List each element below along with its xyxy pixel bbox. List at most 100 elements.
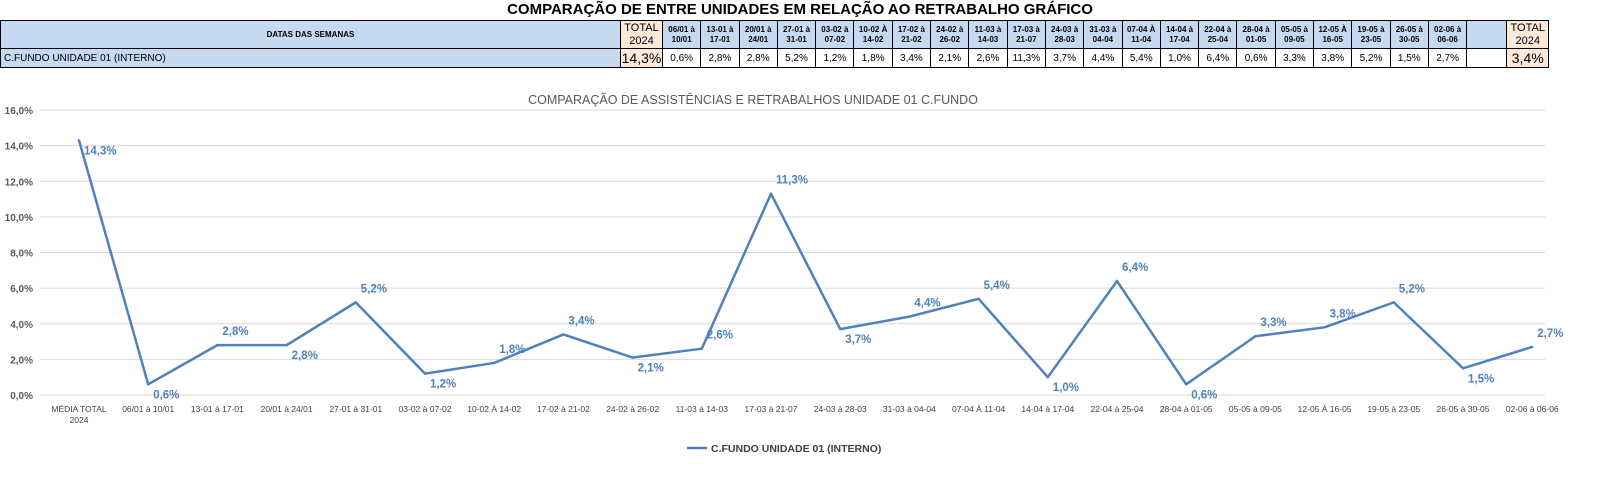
chart-gridlines [40,109,1545,396]
data-label: 5,2% [361,283,387,295]
data-point [700,347,703,350]
y-tick-label: 16,0% [5,106,33,117]
table-row: C.FUNDO UNIDADE 01 (INTERNO) 14,3% 0,6% 2,8… [0,48,1550,68]
y-tick-label: 4,0% [10,320,33,331]
x-tick-label: 10-02 À 14-02 [467,404,521,414]
x-tick-label: 03-02 à 07-02 [399,404,452,414]
week-value: 2,8% [738,48,778,68]
data-point [354,301,357,304]
chart-legend: C.FUNDO UNIDADE 01 (INTERNO) [687,443,881,455]
x-tick-label: MÉDIA TOTAL 2024 [51,404,107,425]
x-tick-label: 17-03 à 21-07 [745,404,798,414]
week-value: 5,2% [776,48,817,68]
week-header: 17-02 à 21-02 [891,20,932,49]
week-header: 17-03 à 21-07 [1006,20,1046,49]
week-value: 1,8% [853,48,893,68]
data-label: 2,6% [707,330,733,342]
week-value: 3,4% [891,48,932,68]
y-tick-label: 12,0% [5,177,33,188]
data-point [1115,279,1119,283]
data-point [631,356,634,359]
data-label: 2,8% [222,326,248,338]
data-point [977,297,980,301]
chart-series [77,139,1534,386]
data-point [147,383,150,386]
data-label: 5,4% [984,280,1010,292]
total-header: TOTAL 2024 [620,20,663,49]
x-tick-label: 27-01 à 31-01 [329,404,382,414]
week-header: 02-06 à 06-06 [1427,20,1468,49]
week-header: 07-04 À 11-04 [1121,20,1161,49]
x-tick-label: 11-03 à 14-03 [676,404,729,414]
x-tick-label: 13-01 à 17-01 [191,404,244,414]
week-header: 24-03 à 28-03 [1044,20,1085,49]
data-point [1392,301,1396,304]
row-label: C.FUNDO UNIDADE 01 (INTERNO) [0,48,621,68]
data-point [285,343,288,347]
y-tick-label: 10,0% [5,213,33,224]
data-point [1461,367,1465,370]
x-tick-label: 05-05 à 09-05 [1229,404,1282,414]
data-point [769,192,773,195]
data-label: 0,6% [1191,389,1217,401]
dates-header: DATAS DAS SEMANAS [0,20,621,49]
line-chart: COMPARAÇÃO DE ASSISTÊNCIAS E RETRABALHOS… [5,92,1564,455]
x-tick-label: 14-04 à 17-04 [1021,404,1074,414]
x-tick-label: 12-05 À 16-05 [1298,404,1352,414]
y-tick-label: 2,0% [10,355,33,366]
x-tick-label: 19-05 à 23-05 [1367,404,1420,414]
data-point [562,333,565,336]
x-tick-label: 17-02 à 21-02 [537,404,590,414]
week-value: 3,7% [1044,48,1085,68]
table-header-row: DATAS DAS SEMANAS TOTAL 2024 06/01 à 10/01… [0,20,1550,49]
data-label: 1,8% [499,344,525,356]
data-point [423,372,427,375]
week-header: 11-03 à 14-03 [968,20,1008,49]
week-header: 05-05 à 09-05 [1274,20,1315,49]
x-tick-label: 26-05 à 30-05 [1437,404,1490,414]
legend-label: C.FUNDO UNIDADE 01 (INTERNO) [711,443,881,455]
week-header: 19-05 à 23-05 [1351,20,1391,49]
week-value: 4,4% [1083,48,1123,68]
week-header: 26-05 à 30-05 [1389,20,1429,49]
page-title: COMPARAÇÃO DE ENTRE UNIDADES EM RELAÇÃO … [507,1,1093,18]
data-point [839,327,842,331]
x-tick-label: 24-03 à 28-03 [814,404,867,414]
data-label: 6,4% [1122,262,1148,274]
week-value: 11,3% [1006,48,1046,68]
chart-title: COMPARAÇÃO DE ASSISTÊNCIAS E RETRABALHOS… [528,92,978,107]
data-label: 14,3% [84,145,117,157]
week-value: 2,1% [930,48,970,68]
x-tick-label: 02-06 à 06-06 [1506,404,1559,414]
week-value: 3,3% [1274,48,1315,68]
data-label: 5,2% [1399,283,1425,295]
week-value: 2,8% [700,48,740,68]
y-axis: 0,0% 2,0% 4,0% 6,0% 8,0% 10,0% 12,0% 14,0% 16,0% [5,106,33,402]
data-label: 1,2% [430,379,456,391]
x-tick-label: 06/01 à 10/01 [122,404,174,414]
week-value: 5,2% [1351,48,1391,68]
week-header: 28-04 à 01-05 [1236,20,1276,49]
x-axis: MÉDIA TOTAL 2024 06/01 à 10/01 13-01 à 17-0… [51,404,1559,425]
week-value: 0,6% [1236,48,1276,68]
data-point [1254,335,1257,338]
week-header: 13-01 à 17-01 [700,20,740,49]
week-value: 6,4% [1198,48,1238,68]
x-tick-label: 24-02 à 26-02 [606,404,659,414]
x-tick-label: 20/01 à 24/01 [261,404,313,414]
data-label: 0,6% [153,389,179,401]
data-point [908,315,911,318]
week-value: 2,7% [1427,48,1468,68]
total-value: 14,3% [620,48,663,68]
week-header: 24-02 à 26-02 [930,20,970,49]
data-label: 3,3% [1260,317,1286,329]
x-tick-label: 31-03 à 04-04 [883,404,936,414]
series-line [77,139,1533,386]
blank-header-cell [1466,20,1508,49]
week-header: 14-04 à 17-04 [1159,20,1200,49]
data-point [216,343,219,347]
x-tick-label: 22-04 à 25-04 [1091,404,1144,414]
data-label: 11,3% [776,175,808,187]
week-header: 27-01 à 31-01 [776,20,817,49]
total-header-right: TOTAL 2024 [1506,20,1550,49]
